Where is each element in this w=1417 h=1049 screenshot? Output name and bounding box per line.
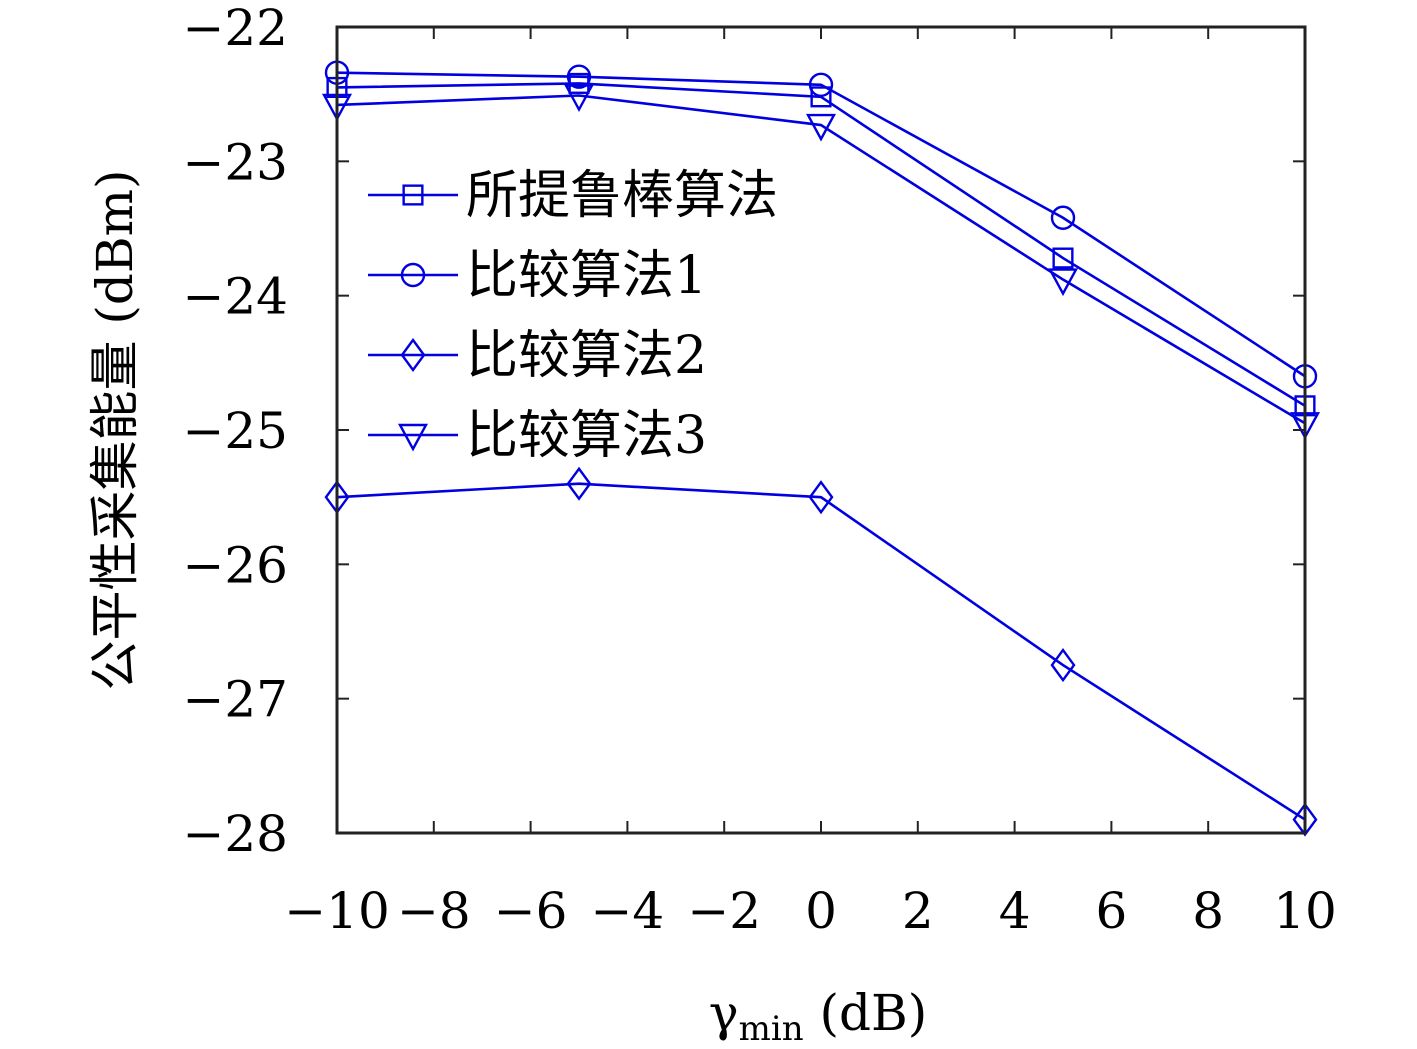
y-tick-label: −24 xyxy=(182,268,288,326)
x-axis-label-unit: (dB) xyxy=(804,984,928,1042)
data-point-triangle-down xyxy=(563,84,595,113)
x-tick-label: 0 xyxy=(805,882,837,940)
x-tick-label: −6 xyxy=(494,882,568,940)
data-point-diamond xyxy=(1050,648,1076,683)
data-point-square xyxy=(1052,247,1074,269)
y-axis-label: 公平性采集能量 (dBm) xyxy=(86,169,144,690)
data-point-square xyxy=(810,86,832,108)
legend-label: 所提鲁棒算法 xyxy=(466,166,778,226)
legend-entry-4: 比较算法3 xyxy=(368,406,707,466)
data-point-circle xyxy=(566,64,592,89)
y-tick-label: −25 xyxy=(182,402,288,460)
x-tick-label: −8 xyxy=(397,882,471,940)
x-tick-label: −10 xyxy=(284,882,390,940)
y-tick-label: −22 xyxy=(182,0,288,57)
data-point-diamond xyxy=(808,480,834,515)
x-tick-label: −2 xyxy=(687,882,761,940)
series-line xyxy=(336,94,1306,425)
data-point-diamond xyxy=(566,466,592,501)
data-point-circle xyxy=(1050,205,1076,230)
x-tick-label: 4 xyxy=(999,882,1031,940)
tick-labels: −10 −8 −6 −4 −2 0 2 4 6 8 10 −22 −23 −24 −25 −26 −27 −28 xyxy=(182,0,1336,940)
x-tick-label: 10 xyxy=(1273,882,1337,940)
series-line xyxy=(336,71,1306,378)
x-axis-label: γmin (dB) xyxy=(709,984,928,1049)
data-point-circle xyxy=(808,72,834,97)
legend-label: 比较算法1 xyxy=(466,246,707,306)
y-tick-label: −26 xyxy=(182,536,288,594)
y-tick-label: −28 xyxy=(182,805,288,863)
x-axis-label-symbol: γ xyxy=(709,984,739,1042)
legend-marker-circle xyxy=(400,262,426,288)
data-point-triangle-down xyxy=(1047,268,1079,297)
x-tick-label: 6 xyxy=(1095,882,1127,940)
y-tick-label: −27 xyxy=(182,671,288,729)
ticks xyxy=(336,26,1306,834)
series-2 xyxy=(324,60,1318,389)
x-axis-label-subscript: min xyxy=(739,1009,804,1049)
legend-entry-3: 比较算法2 xyxy=(368,326,707,386)
x-tick-label: 2 xyxy=(902,882,934,940)
legend-label: 比较算法2 xyxy=(466,326,707,386)
legend-entry-2: 比较算法1 xyxy=(368,246,707,306)
legend-marker-diamond xyxy=(400,337,426,373)
legend-entry-1: 所提鲁棒算法 xyxy=(368,166,778,226)
legend-marker-triangle-down xyxy=(397,423,429,452)
x-tick-label: −4 xyxy=(591,882,665,940)
legend-label: 比较算法3 xyxy=(466,406,707,466)
plot-lines xyxy=(321,60,1321,837)
legend-marker-square xyxy=(402,184,424,206)
x-tick-label: 8 xyxy=(1192,882,1224,940)
data-point-diamond xyxy=(1292,802,1318,837)
series-line xyxy=(336,482,1306,821)
series-3 xyxy=(324,466,1318,837)
data-point-triangle-down xyxy=(805,113,837,142)
y-tick-label: −23 xyxy=(182,133,288,191)
